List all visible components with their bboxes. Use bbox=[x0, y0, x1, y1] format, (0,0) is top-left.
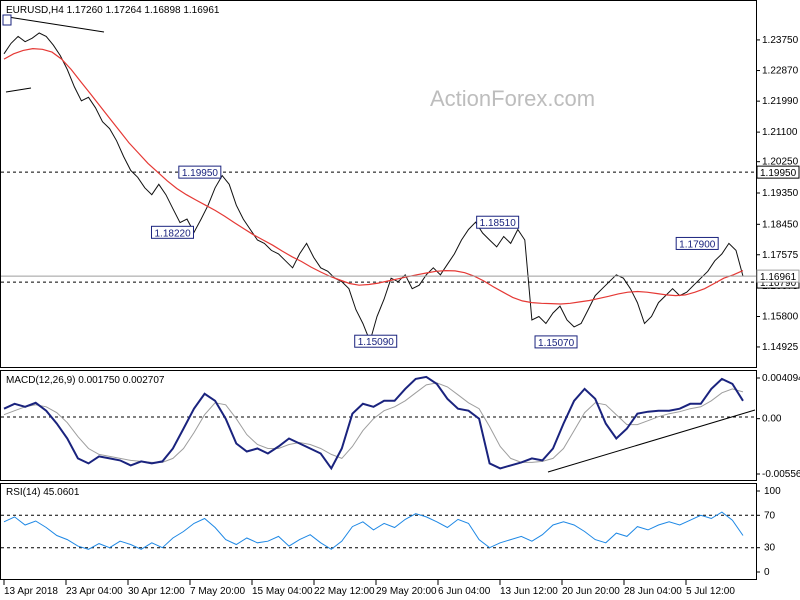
price-tick-label: 1.20250 bbox=[762, 157, 799, 168]
rsi-tick-label: 100 bbox=[764, 486, 781, 497]
rsi-tick-label: 70 bbox=[764, 510, 776, 521]
time-tick-label: 30 Apr 12:00 bbox=[128, 586, 185, 597]
time-tick-label: 13 Jun 12:00 bbox=[500, 586, 558, 597]
annotation-label: 1.15090 bbox=[358, 337, 395, 348]
price-levels: 1.19950 1.16790 bbox=[1, 165, 800, 289]
trendline-top bbox=[7, 16, 105, 33]
annotation-box bbox=[354, 334, 398, 348]
trendlines bbox=[5, 16, 105, 93]
price-tick-label: 1.21100 bbox=[762, 127, 798, 138]
chart-marker-icon bbox=[2, 14, 12, 26]
rsi-line bbox=[3, 511, 744, 550]
watermark: ActionForex.com bbox=[430, 86, 595, 111]
macd-tick-label: 0.00 bbox=[762, 414, 782, 425]
annotation-box bbox=[675, 236, 719, 250]
time-tick-label: 6 Jun 04:00 bbox=[438, 586, 491, 597]
price-tags: 1.16961 bbox=[1, 269, 800, 283]
time-tick-label: 28 Jun 04:00 bbox=[624, 586, 682, 597]
price-tick-label: 1.23750 bbox=[762, 35, 799, 46]
rsi-title: RSI(14) 45.0601 bbox=[6, 487, 80, 498]
price-level-label: 1.19950 bbox=[760, 168, 797, 179]
time-tick-label: 7 May 20:00 bbox=[190, 586, 245, 597]
chart-title: EURUSD,H4 1.17260 1.17264 1.16898 1.1696… bbox=[6, 5, 220, 16]
annotation-label: 1.19950 bbox=[182, 168, 219, 179]
current-price-box bbox=[756, 269, 800, 283]
time-tick-label: 20 Jun 20:00 bbox=[562, 586, 620, 597]
rsi-axis: 100 70 30 0 bbox=[1, 486, 781, 578]
macd-main-line bbox=[3, 375, 744, 471]
rsi-tick-label: 30 bbox=[764, 543, 776, 554]
price-axis: 1.23750 1.22870 1.21990 1.21100 1.20250 1.193… bbox=[756, 35, 799, 353]
moving-average-line bbox=[3, 47, 744, 305]
time-tick-label: 15 May 04:00 bbox=[252, 586, 313, 597]
macd-tick-label: -0.005568 bbox=[762, 469, 800, 480]
time-tick-label: 22 May 12:00 bbox=[314, 586, 375, 597]
time-tick-label: 23 Apr 04:00 bbox=[66, 586, 123, 597]
rsi-panel bbox=[0, 483, 757, 580]
price-panel bbox=[0, 0, 757, 368]
annotation-label: 1.17900 bbox=[679, 239, 716, 250]
annotation-label: 1.15070 bbox=[538, 338, 575, 349]
annotation-box bbox=[178, 165, 222, 179]
annotation-box bbox=[476, 215, 520, 229]
time-tick-label: 13 Apr 2018 bbox=[4, 586, 58, 597]
price-tick-label: 1.22870 bbox=[762, 66, 799, 77]
annotation-label: 1.18220 bbox=[154, 228, 191, 239]
price-tick-label: 1.17575 bbox=[762, 250, 799, 261]
annotation-box bbox=[150, 225, 194, 239]
price-level-box bbox=[756, 165, 800, 179]
price-level-label: 1.16790 bbox=[760, 278, 797, 289]
rsi-tick-label: 0 bbox=[764, 567, 770, 578]
macd-panel bbox=[0, 370, 757, 481]
price-tick-label: 1.15800 bbox=[762, 312, 799, 323]
macd-title: MACD(12,26,9) 0.001750 0.002707 bbox=[6, 375, 165, 386]
annotation-label: 1.18510 bbox=[480, 218, 517, 229]
trendline-left bbox=[5, 87, 32, 93]
current-price-label: 1.16961 bbox=[760, 272, 797, 283]
macd-tick-label: 0.004094 bbox=[762, 373, 800, 384]
time-tick-label: 29 May 20:00 bbox=[376, 586, 437, 597]
annotation-box bbox=[534, 335, 578, 349]
price-tick-label: 1.18450 bbox=[762, 219, 799, 230]
price-series-line bbox=[3, 32, 744, 343]
price-tick-label: 1.19350 bbox=[762, 188, 799, 199]
price-tick-label: 1.14925 bbox=[762, 342, 799, 353]
time-tick-label: 5 Jul 12:00 bbox=[686, 586, 735, 597]
macd-trendline bbox=[547, 409, 756, 473]
macd-signal-line bbox=[3, 382, 744, 463]
price-tick-label: 1.21990 bbox=[762, 96, 799, 107]
price-annotations: 1.19950 1.18220 1.18510 1.15090 1.15070 1.179… bbox=[150, 165, 719, 349]
time-axis: 13 Apr 2018 23 Apr 04:00 30 Apr 12:00 7 May… bbox=[3, 580, 735, 597]
macd-axis: 0.004094 0.00 -0.005568 bbox=[756, 373, 800, 480]
